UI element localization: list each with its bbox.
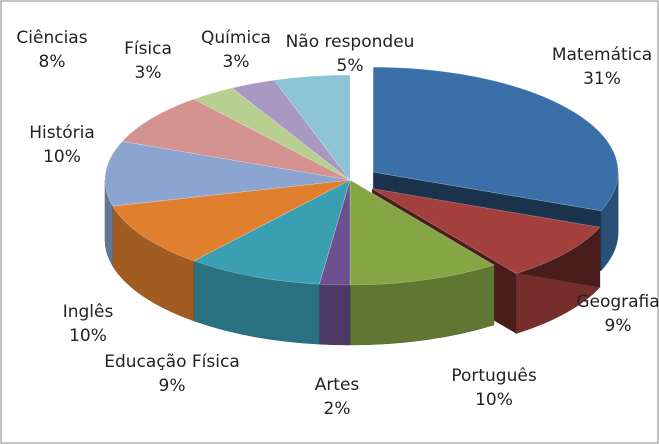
- slice-top: [273, 74, 351, 181]
- pie-slice: [193, 87, 351, 181]
- slice-label: Português: [451, 366, 537, 386]
- slice-side: [319, 283, 351, 346]
- slice-top: [372, 66, 619, 212]
- slice-label: Geografia: [576, 292, 659, 312]
- slice-label: Física: [124, 39, 172, 59]
- slice-value-label: 10%: [475, 390, 513, 410]
- pie-slice: [112, 179, 351, 322]
- slice-label: Química: [201, 28, 271, 48]
- pie-slice: [231, 79, 351, 181]
- slice-label: História: [29, 123, 95, 143]
- pie-slice: [273, 74, 351, 181]
- slice-top: [112, 179, 351, 262]
- pie-slice: [193, 179, 351, 345]
- slice-label: Não respondeu: [286, 32, 415, 52]
- slice-label: Inglês: [63, 302, 114, 322]
- slice-top: [349, 179, 495, 286]
- slice-label: Matemática: [552, 45, 652, 65]
- slice-label: Artes: [315, 375, 360, 395]
- slice-value-label: 8%: [39, 52, 66, 72]
- slice-value-label: 9%: [159, 376, 186, 396]
- slice-top: [104, 141, 351, 207]
- slice-label: Ciências: [16, 28, 87, 48]
- slice-value-label: 3%: [223, 52, 250, 72]
- pie-slice: [349, 179, 495, 346]
- slice-label: Educação Física: [104, 352, 240, 372]
- slice-value-label: 2%: [324, 399, 351, 419]
- pie-slice: [121, 98, 351, 181]
- slice-top: [371, 188, 601, 274]
- pie-slice: [104, 141, 351, 268]
- slice-top: [193, 179, 351, 285]
- slice-top: [193, 87, 351, 181]
- slice-value-label: 5%: [337, 56, 364, 76]
- slice-value-label: 31%: [583, 69, 621, 89]
- slice-top: [121, 98, 351, 181]
- slice-top: [231, 79, 351, 181]
- slice-value-label: 3%: [135, 63, 162, 83]
- slice-value-label: 10%: [43, 147, 81, 167]
- slice-value-label: 10%: [69, 326, 107, 346]
- slice-value-label: 9%: [605, 316, 632, 336]
